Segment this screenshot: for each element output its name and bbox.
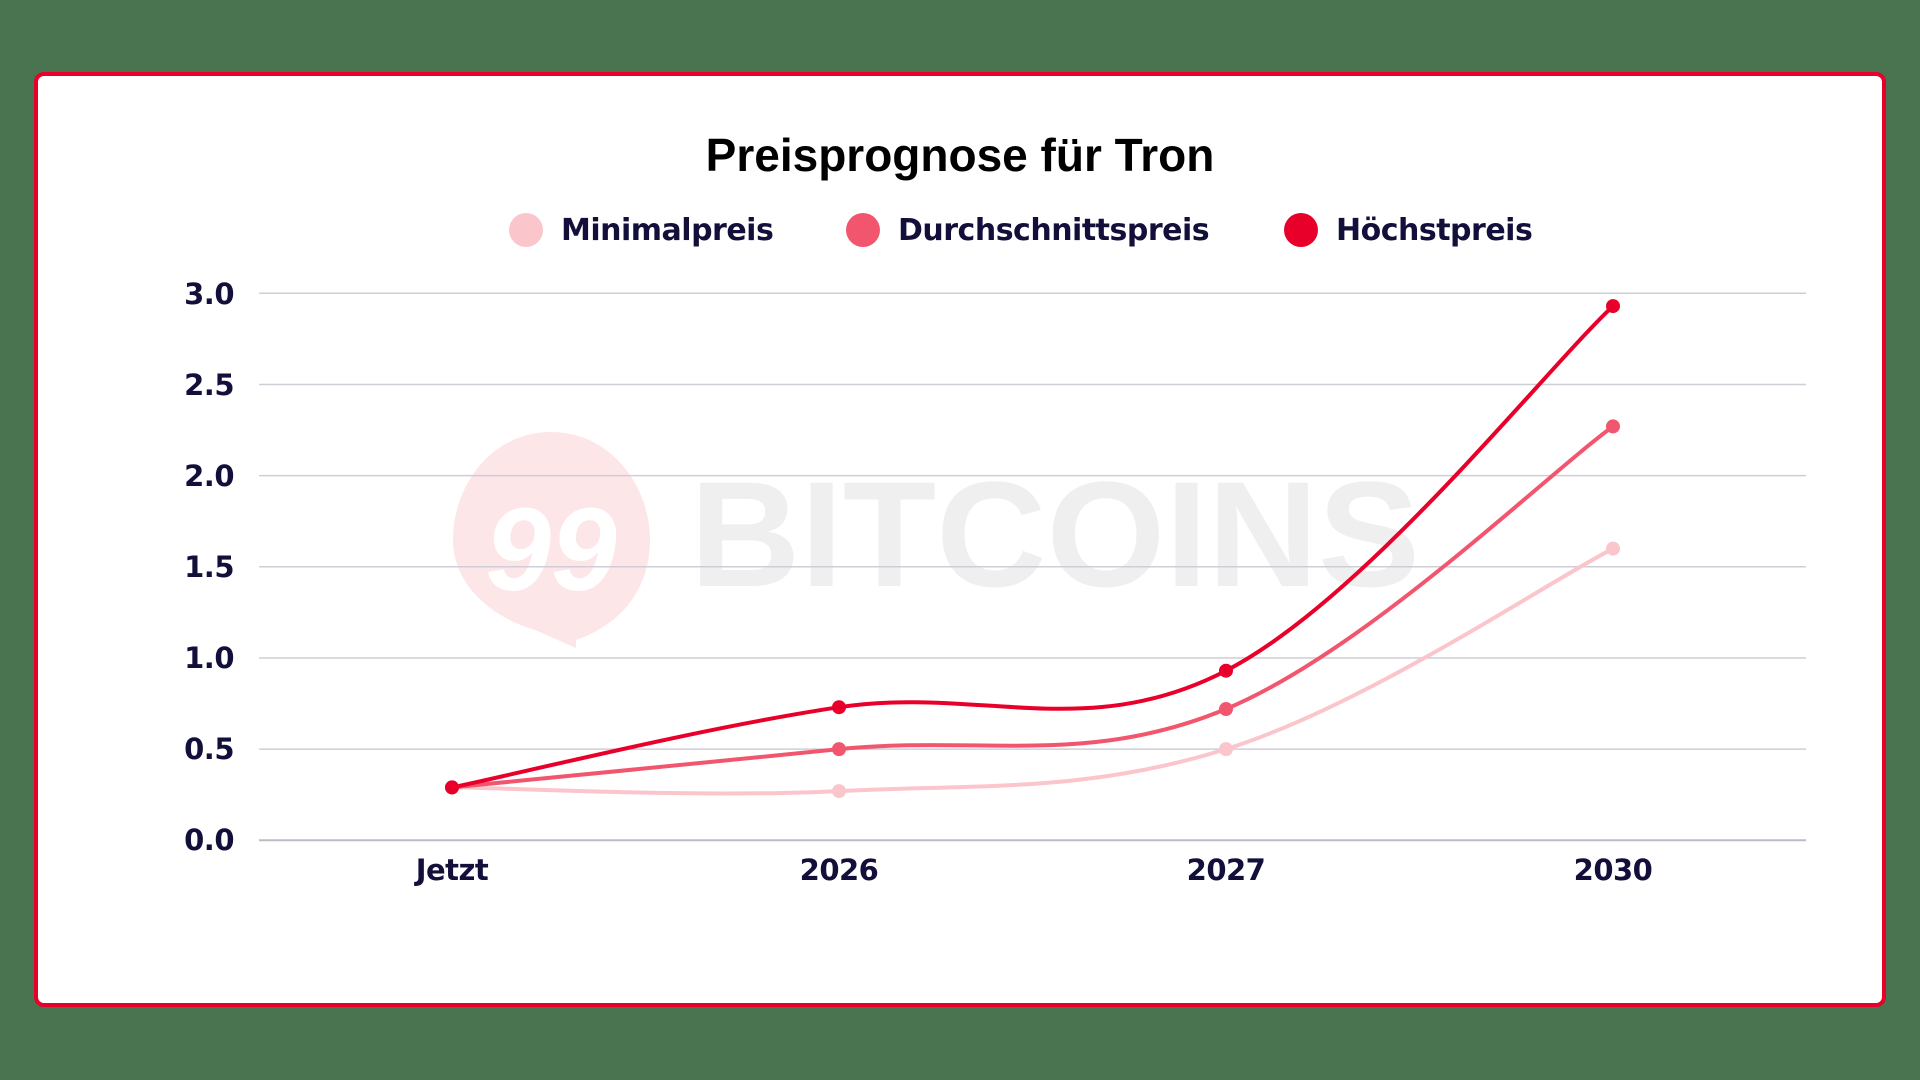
series-line-minimalpreis xyxy=(450,546,1615,796)
chart-frame xyxy=(34,72,1886,1007)
data-point-marker[interactable] xyxy=(1606,419,1620,434)
y-tick-label: 0.5 xyxy=(184,732,234,766)
data-point-marker[interactable] xyxy=(1219,742,1233,757)
watermark: 99 BITCOINS xyxy=(453,432,1420,648)
chart-legend: Minimalpreis Durchschnittspreis Höchstpr… xyxy=(0,208,1920,252)
y-tick-label: 1.5 xyxy=(184,550,234,584)
series-lines xyxy=(445,299,1620,799)
y-tick-label: 0.0 xyxy=(184,823,234,857)
series-line-höchstpreis xyxy=(450,304,1615,790)
legend-marker-icon xyxy=(846,213,880,247)
data-point-marker[interactable] xyxy=(1606,299,1620,314)
data-point-marker[interactable] xyxy=(832,700,846,715)
data-point-marker[interactable] xyxy=(445,780,459,795)
data-point-marker[interactable] xyxy=(1606,541,1620,556)
legend-item-minimalpreis[interactable]: Minimalpreis xyxy=(509,208,774,252)
legend-label: Höchstpreis xyxy=(1336,212,1533,248)
data-point-marker[interactable] xyxy=(1219,702,1233,717)
watermark-badge-icon xyxy=(453,432,650,648)
chart-title: Preisprognose für Tron xyxy=(705,129,1215,181)
legend-marker-icon xyxy=(509,213,543,247)
y-tick-label: 2.0 xyxy=(184,459,234,493)
series-line-durchschnittspreis xyxy=(450,424,1615,790)
legend-item-hoechstpreis[interactable]: Höchstpreis xyxy=(1284,208,1533,252)
x-tick-label: 2030 xyxy=(1573,853,1653,887)
y-tick-label: 3.0 xyxy=(184,277,234,311)
watermark-brand-text: BITCOINS xyxy=(690,450,1420,618)
y-tick-label: 1.0 xyxy=(184,641,234,675)
x-tick-label: Jetzt xyxy=(415,853,489,887)
watermark-badge-text: 99 xyxy=(485,484,617,616)
y-tick-label: 2.5 xyxy=(184,368,234,402)
legend-marker-icon xyxy=(1284,213,1318,247)
data-point-marker[interactable] xyxy=(832,742,846,757)
data-point-marker[interactable] xyxy=(832,784,846,799)
gridlines xyxy=(259,292,1806,842)
data-point-marker[interactable] xyxy=(1219,663,1233,678)
legend-label: Minimalpreis xyxy=(561,212,774,248)
x-tick-label: 2026 xyxy=(799,853,879,887)
legend-label: Durchschnittspreis xyxy=(898,212,1210,248)
x-tick-label: 2027 xyxy=(1186,853,1266,887)
legend-item-durchschnittspreis[interactable]: Durchschnittspreis xyxy=(846,208,1210,252)
